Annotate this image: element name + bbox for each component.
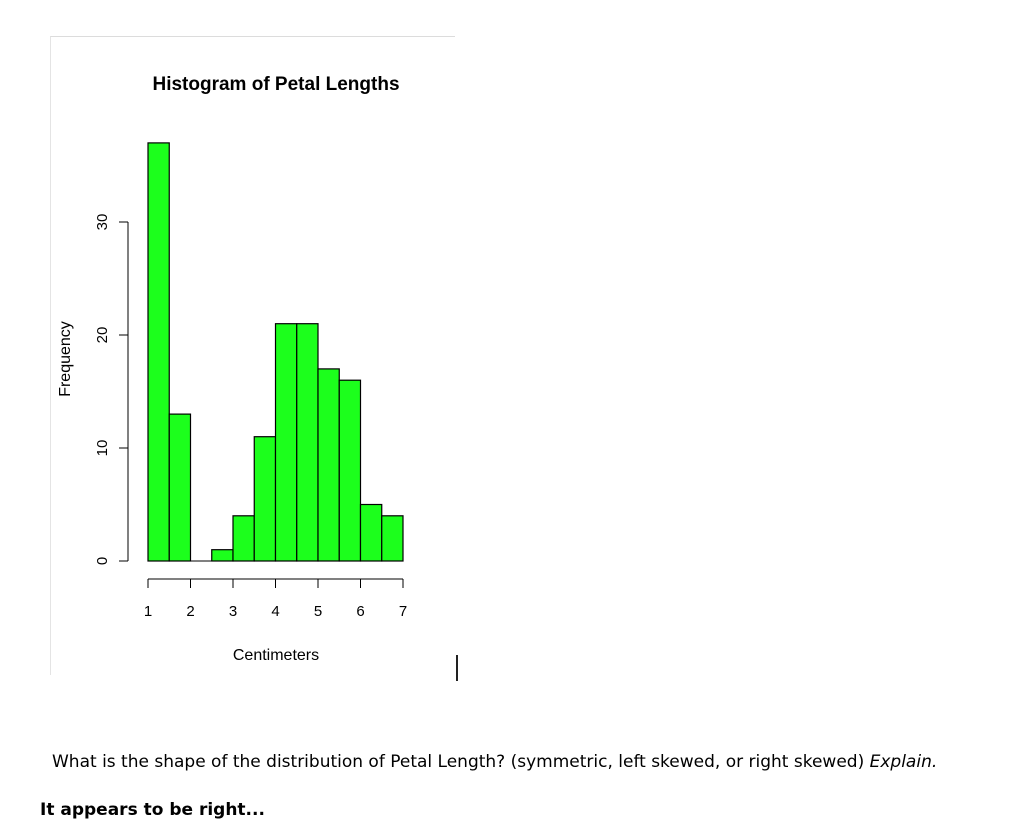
histogram-bar-4 — [232, 515, 255, 562]
x-tick-label-3: 3 — [229, 603, 237, 620]
question-body: What is the shape of the distribution of… — [52, 752, 870, 772]
histogram-bar-3 — [211, 549, 234, 562]
x-axis-label: Centimeters — [233, 647, 319, 664]
bars-group — [147, 142, 404, 562]
answer-partial-text: It appears to be right... — [40, 800, 265, 820]
histogram-bar-6 — [274, 323, 298, 562]
chart-title: Histogram of Petal Lengths — [152, 74, 399, 95]
histogram-bar-8 — [317, 368, 340, 562]
text-cursor — [456, 655, 458, 681]
histogram-bar-7 — [296, 323, 319, 562]
y-tick-label-30: 30 — [94, 214, 111, 231]
y-tick-label-0: 0 — [94, 557, 111, 565]
histogram-bar-10 — [359, 503, 383, 562]
question-text: What is the shape of the distribution of… — [52, 752, 937, 772]
x-tick-label-1: 1 — [144, 603, 152, 620]
histogram-bar-0 — [147, 142, 170, 562]
y-tick-label-10: 10 — [94, 440, 111, 457]
x-tick-label-4: 4 — [271, 603, 279, 620]
question-emphasis: Explain. — [869, 752, 938, 772]
y-tick-label-20: 20 — [94, 327, 111, 344]
histogram-bar-11 — [381, 515, 404, 562]
y-axis-label: Frequency — [57, 321, 74, 397]
histogram-chart: 1 2 3 4 5 6 7 0 10 20 30 Histogram of Petal Length… — [57, 74, 407, 664]
x-tick-label-2: 2 — [186, 603, 194, 620]
x-tick-label-6: 6 — [356, 603, 364, 620]
x-tick-label-7: 7 — [399, 603, 407, 620]
histogram-bar-5 — [253, 436, 277, 562]
histogram-bar-9 — [338, 379, 362, 562]
histogram-panel: 1 2 3 4 5 6 7 0 10 20 30 Histogram of Petal Length… — [50, 36, 455, 675]
x-tick-label-5: 5 — [314, 603, 322, 620]
histogram-bar-1 — [168, 413, 192, 562]
axes-group: 1 2 3 4 5 6 7 0 10 20 30 — [94, 214, 407, 620]
